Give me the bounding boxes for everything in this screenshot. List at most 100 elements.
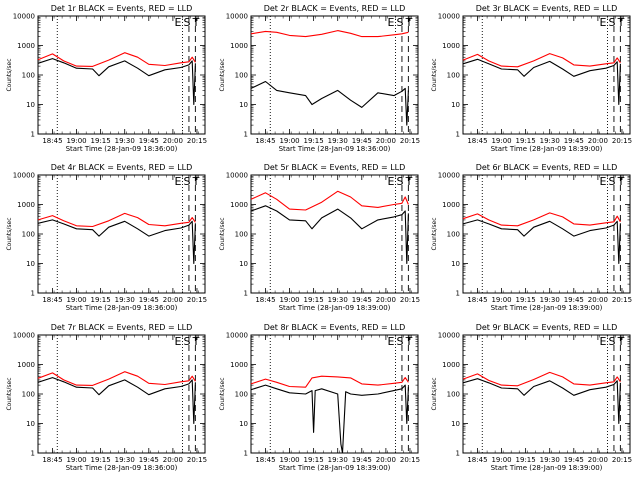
marker-label-E: E — [175, 335, 182, 348]
plot-frame — [462, 15, 631, 135]
marker-label-S: S — [397, 335, 404, 348]
x-tick-label: 20:00 — [588, 296, 608, 304]
x-tick-label: 20:00 — [163, 456, 183, 464]
lld-series-line — [37, 52, 196, 67]
y-tick-label: 10 — [26, 420, 35, 428]
chart-title: Det 4r BLACK = Events, RED = LLD — [51, 163, 193, 172]
x-tick-label: 19:00 — [279, 296, 299, 304]
y-tick-label: 1 — [456, 131, 460, 139]
chart-panel-det7: Det 7r BLACK = Events, RED = LLD 1 10 100 10… — [6, 323, 207, 472]
x-tick-label: 18:45 — [255, 296, 275, 304]
y-tick-label: 1000 — [230, 42, 248, 50]
x-tick-label: 18:45 — [255, 137, 275, 145]
x-tick-label: 19:00 — [66, 296, 86, 304]
y-tick-label: 10 — [451, 101, 460, 109]
marker-label-E: E — [175, 175, 182, 188]
y-axis-label: Counts/sec — [219, 377, 226, 410]
chart-panel-det9: Det 9r BLACK = Events, RED = LLD 1 10 100 10… — [431, 323, 632, 472]
y-tick-label: 10000 — [13, 172, 35, 180]
events-series-line — [462, 378, 621, 425]
lld-series-line — [250, 190, 409, 211]
x-tick-label: 19:30 — [540, 456, 560, 464]
chart-title: Det 1r BLACK = Events, RED = LLD — [51, 4, 193, 13]
y-tick-label: 1000 — [230, 361, 248, 369]
y-tick-label: 100 — [235, 231, 248, 239]
y-tick-label: 100 — [22, 391, 35, 399]
marker-label-T: T — [192, 175, 200, 188]
x-tick-label: 20:00 — [588, 137, 608, 145]
lld-series-line — [250, 30, 409, 38]
y-tick-label: 1000 — [442, 361, 460, 369]
x-tick-label: 19:15 — [91, 296, 111, 304]
y-tick-label: 1 — [31, 450, 35, 458]
y-tick-label: 10 — [451, 260, 460, 268]
events-series-line — [37, 377, 196, 425]
x-tick-label: 19:00 — [491, 296, 511, 304]
events-series-line — [250, 80, 409, 126]
x-tick-label: 19:15 — [91, 137, 111, 145]
lld-series-line — [462, 53, 621, 68]
x-tick-label: 19:30 — [540, 137, 560, 145]
y-tick-label: 1000 — [442, 201, 460, 209]
events-series-line — [37, 58, 196, 106]
chart-title: Det 3r BLACK = Events, RED = LLD — [476, 4, 618, 13]
y-tick-label: 1000 — [17, 42, 35, 50]
x-tick-label: 19:15 — [516, 137, 536, 145]
x-axis-label: Start Time (28-Jan-09 18:36:00) — [279, 145, 391, 153]
plot-frame — [462, 334, 631, 454]
x-tick-label: 19:15 — [304, 137, 324, 145]
y-axis-label: Counts/sec — [6, 217, 13, 250]
plot-frame — [37, 174, 206, 294]
x-tick-label: 20:15 — [400, 137, 420, 145]
marker-label-S: S — [184, 175, 191, 188]
x-tick-label: 19:45 — [564, 296, 584, 304]
marker-label-T: T — [617, 16, 625, 29]
y-tick-label: 10000 — [438, 332, 460, 340]
events-series-line — [250, 205, 409, 265]
x-tick-label: 19:30 — [115, 137, 135, 145]
lld-series-line — [462, 371, 621, 387]
x-tick-label: 20:15 — [400, 456, 420, 464]
x-tick-label: 20:15 — [187, 456, 207, 464]
marker-label-S: S — [609, 16, 616, 29]
marker-label-T: T — [405, 175, 413, 188]
x-tick-label: 20:15 — [612, 456, 632, 464]
y-tick-label: 10000 — [226, 172, 248, 180]
y-tick-label: 100 — [447, 72, 460, 80]
x-axis-label: Start Time (28-Jan-09 18:39:00) — [491, 304, 603, 312]
marker-label-T: T — [405, 335, 413, 348]
marker-label-E: E — [600, 16, 607, 29]
y-tick-label: 10000 — [226, 332, 248, 340]
x-tick-label: 20:00 — [163, 296, 183, 304]
y-tick-label: 1 — [31, 290, 35, 298]
plot-frame — [250, 334, 419, 454]
marker-label-S: S — [397, 175, 404, 188]
y-tick-label: 1 — [456, 290, 460, 298]
x-tick-label: 19:15 — [91, 456, 111, 464]
chart-panel-det4: Det 4r BLACK = Events, RED = LLD 1 10 100 10… — [6, 163, 207, 312]
y-axis-label: Counts/sec — [219, 58, 226, 91]
x-axis-label: Start Time (28-Jan-09 18:39:00) — [279, 464, 391, 472]
x-tick-label: 19:00 — [66, 137, 86, 145]
x-tick-label: 19:45 — [139, 137, 159, 145]
x-tick-label: 19:00 — [279, 456, 299, 464]
x-tick-label: 19:00 — [491, 137, 511, 145]
y-tick-label: 10 — [26, 260, 35, 268]
chart-panel-det2: Det 2r BLACK = Events, RED = LLD 1 10 100 10… — [219, 4, 420, 153]
y-tick-label: 100 — [22, 231, 35, 239]
x-tick-label: 20:00 — [376, 456, 396, 464]
y-tick-label: 100 — [447, 391, 460, 399]
y-tick-label: 1 — [244, 290, 248, 298]
x-tick-label: 19:30 — [328, 137, 348, 145]
y-tick-label: 100 — [22, 72, 35, 80]
y-tick-label: 100 — [447, 231, 460, 239]
x-axis-label: Start Time (28-Jan-09 18:39:00) — [491, 464, 603, 472]
x-tick-label: 18:45 — [255, 456, 275, 464]
chart-title: Det 7r BLACK = Events, RED = LLD — [51, 323, 193, 332]
chart-title: Det 2r BLACK = Events, RED = LLD — [264, 4, 406, 13]
x-tick-label: 18:45 — [42, 296, 62, 304]
marker-label-E: E — [388, 335, 395, 348]
marker-label-E: E — [600, 335, 607, 348]
x-tick-label: 20:00 — [376, 137, 396, 145]
x-tick-label: 19:45 — [564, 456, 584, 464]
